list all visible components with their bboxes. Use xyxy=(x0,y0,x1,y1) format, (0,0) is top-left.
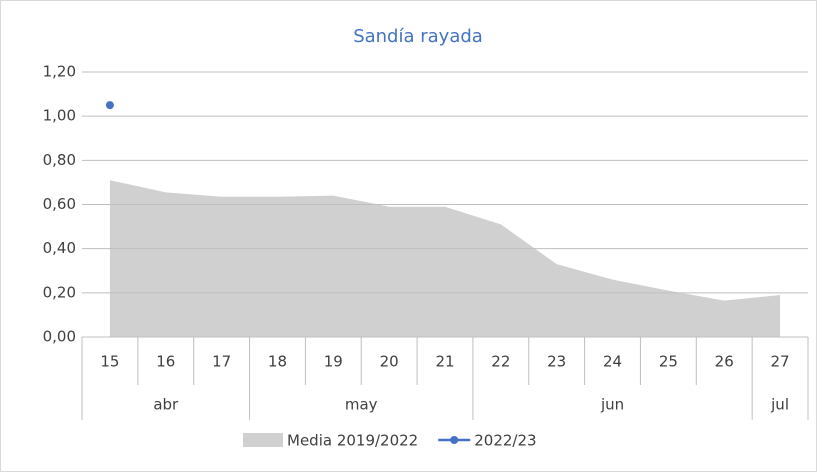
chart-title: Sandía rayada xyxy=(353,26,483,47)
group-label: jun xyxy=(600,396,624,414)
point xyxy=(105,101,114,110)
x-tick-label: 21 xyxy=(435,353,454,371)
x-tick-label: 19 xyxy=(324,353,343,371)
x-tick-label: 17 xyxy=(212,353,231,371)
y-tick-label: 1,20 xyxy=(43,63,76,81)
y-tick-label: 0,00 xyxy=(43,328,76,346)
y-tick-label: 0,20 xyxy=(43,283,76,301)
x-tick-label: 26 xyxy=(715,353,734,371)
y-tick-label: 0,60 xyxy=(43,195,76,213)
x-tick-label: 22 xyxy=(491,353,510,371)
y-tick-label: 0,80 xyxy=(43,151,76,169)
x-tick-label: 20 xyxy=(380,353,399,371)
y-tick-label: 1,00 xyxy=(43,107,76,125)
x-tick-label: 15 xyxy=(100,353,119,371)
legend-label: Media 2019/2022 xyxy=(287,432,418,450)
x-tick-label: 25 xyxy=(659,353,678,371)
area xyxy=(109,180,781,337)
legend-swatch xyxy=(243,433,283,447)
x-tick-label: 16 xyxy=(156,353,175,371)
x-tick-label: 24 xyxy=(603,353,622,371)
group-label: abr xyxy=(153,396,179,414)
legend-label: 2022/23 xyxy=(474,432,536,450)
group-label: may xyxy=(345,396,378,414)
x-tick-label: 27 xyxy=(771,353,790,371)
y-tick-label: 0,40 xyxy=(43,239,76,257)
x-tick-label: 23 xyxy=(547,353,566,371)
group-label: jul xyxy=(770,396,789,414)
legend-marker xyxy=(450,436,459,444)
x-tick-label: 18 xyxy=(268,353,287,371)
